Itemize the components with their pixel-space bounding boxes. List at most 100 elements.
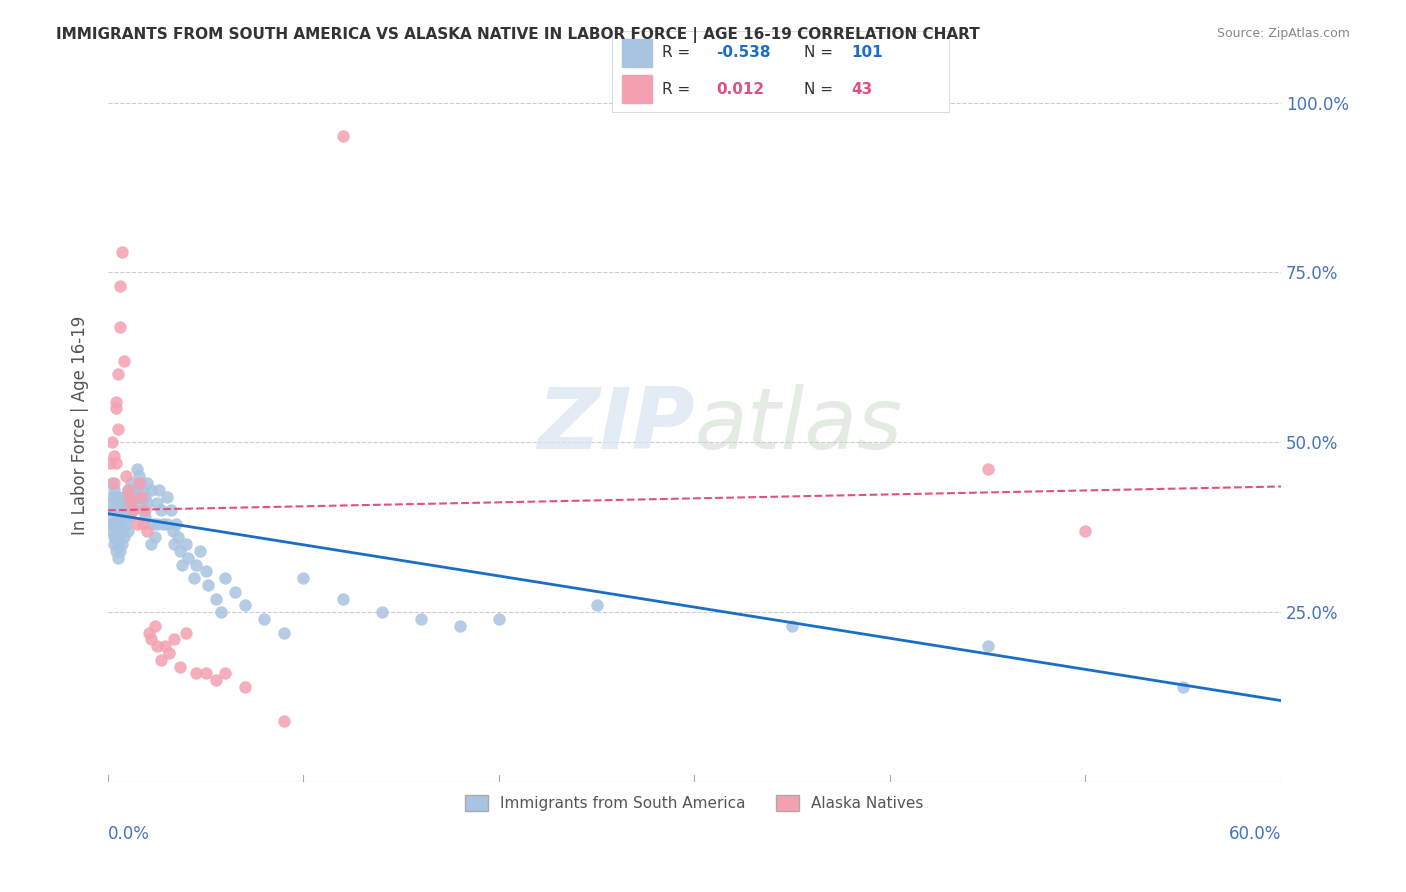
Point xyxy=(114,496,136,510)
Point xyxy=(104,456,127,470)
Point xyxy=(127,483,149,497)
Point xyxy=(134,510,156,524)
Point xyxy=(103,503,125,517)
Point xyxy=(177,550,200,565)
Y-axis label: In Labor Force | Age 16-19: In Labor Force | Age 16-19 xyxy=(72,316,89,535)
Point xyxy=(488,612,510,626)
Point xyxy=(104,524,127,538)
Point xyxy=(139,537,162,551)
Point xyxy=(204,673,226,688)
Point xyxy=(122,503,145,517)
Point xyxy=(98,516,121,531)
Point xyxy=(332,129,354,144)
Point xyxy=(162,524,184,538)
Point xyxy=(156,516,179,531)
Point xyxy=(101,490,124,504)
Text: ZIP: ZIP xyxy=(537,384,695,467)
Text: -0.538: -0.538 xyxy=(716,45,770,61)
Point xyxy=(233,599,256,613)
Point xyxy=(167,531,190,545)
Point xyxy=(163,537,186,551)
Point xyxy=(139,483,162,497)
Point xyxy=(107,490,129,504)
Point xyxy=(122,483,145,497)
Point xyxy=(122,503,145,517)
Point xyxy=(273,714,295,728)
Point xyxy=(585,599,607,613)
Point xyxy=(132,516,155,531)
Point xyxy=(108,516,131,531)
Point xyxy=(124,490,146,504)
Point xyxy=(156,490,179,504)
Point xyxy=(118,510,141,524)
Text: 101: 101 xyxy=(851,45,883,61)
Legend: Immigrants from South America, Alaska Natives: Immigrants from South America, Alaska Na… xyxy=(458,789,929,817)
Point xyxy=(449,619,471,633)
Point xyxy=(169,659,191,673)
Point xyxy=(174,625,197,640)
Point xyxy=(103,476,125,491)
Point xyxy=(332,591,354,606)
Point xyxy=(183,571,205,585)
Text: R =: R = xyxy=(662,45,696,61)
Point xyxy=(101,503,124,517)
Point xyxy=(184,666,207,681)
Point xyxy=(214,666,236,681)
Point xyxy=(977,639,1000,653)
Point xyxy=(142,516,165,531)
Point xyxy=(136,476,159,491)
Point xyxy=(127,462,149,476)
Point xyxy=(107,537,129,551)
Point xyxy=(107,503,129,517)
Point xyxy=(101,524,124,538)
Point xyxy=(149,503,172,517)
Point xyxy=(103,449,125,463)
Point xyxy=(107,550,129,565)
Text: 0.012: 0.012 xyxy=(716,81,765,96)
Point xyxy=(112,353,135,368)
Point xyxy=(292,571,315,585)
Point xyxy=(128,476,150,491)
Point xyxy=(138,625,160,640)
Point xyxy=(107,368,129,382)
Text: R =: R = xyxy=(662,81,696,96)
Point xyxy=(128,469,150,483)
Point xyxy=(129,496,152,510)
Point xyxy=(118,490,141,504)
Point xyxy=(103,483,125,497)
Point xyxy=(146,496,169,510)
Point xyxy=(233,680,256,694)
Point xyxy=(117,503,139,517)
Point xyxy=(120,476,142,491)
Point xyxy=(112,531,135,545)
Point xyxy=(111,503,134,517)
Point xyxy=(101,510,124,524)
Point xyxy=(129,476,152,491)
Point xyxy=(136,524,159,538)
Text: N =: N = xyxy=(804,45,838,61)
Text: N =: N = xyxy=(804,81,838,96)
Point xyxy=(98,456,121,470)
Point xyxy=(146,639,169,653)
Point xyxy=(409,612,432,626)
Point xyxy=(1074,524,1097,538)
Point xyxy=(146,516,169,531)
Point xyxy=(103,516,125,531)
Point xyxy=(159,503,181,517)
Point xyxy=(128,490,150,504)
Point xyxy=(107,422,129,436)
Point xyxy=(114,469,136,483)
Point xyxy=(104,401,127,416)
Point xyxy=(209,605,232,619)
Point xyxy=(194,565,217,579)
Point xyxy=(273,625,295,640)
Point xyxy=(103,537,125,551)
Point xyxy=(169,544,191,558)
Point xyxy=(108,531,131,545)
Point xyxy=(111,524,134,538)
Point xyxy=(120,496,142,510)
Point xyxy=(108,496,131,510)
Point xyxy=(117,524,139,538)
Point xyxy=(197,578,219,592)
Point xyxy=(104,531,127,545)
